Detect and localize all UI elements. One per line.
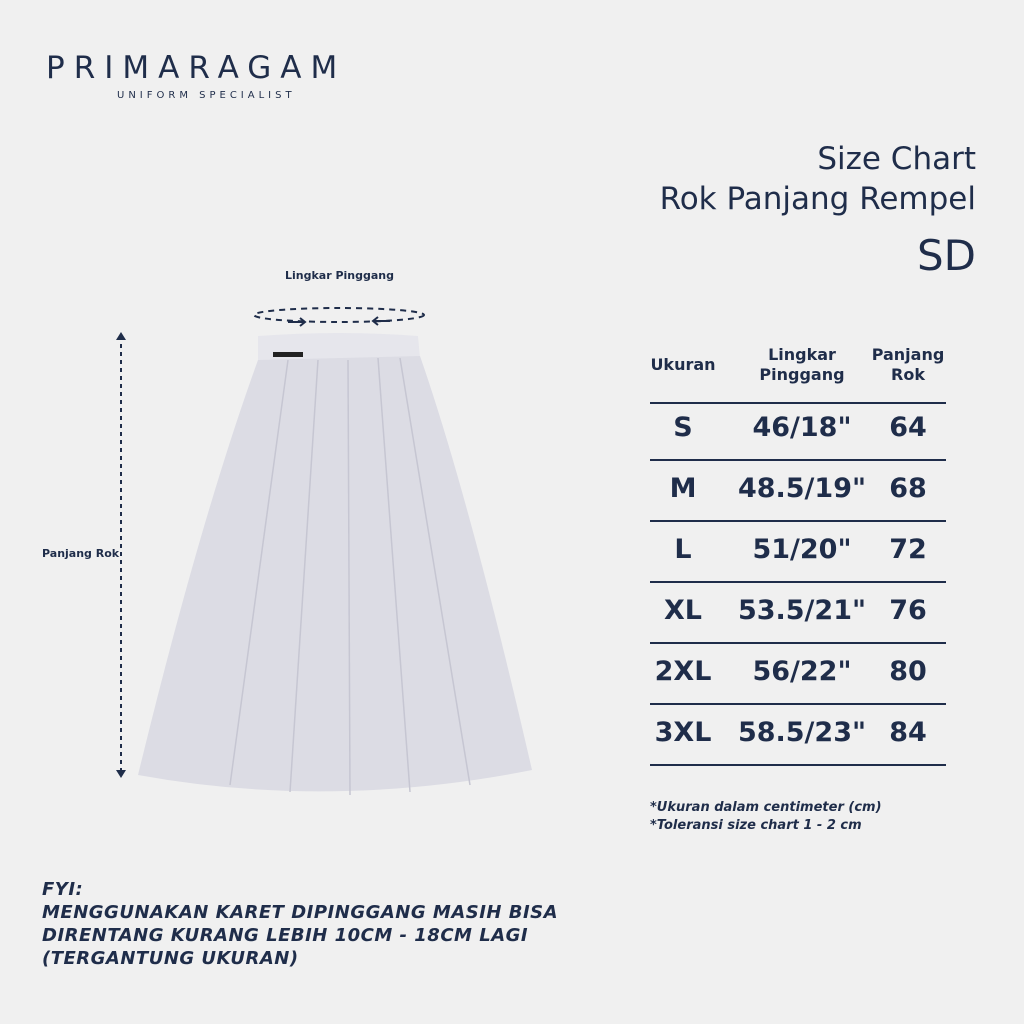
cell-length: 84 xyxy=(889,717,927,748)
brand-logo: PRIMARAGAM xyxy=(46,50,347,86)
cell-size: 2XL xyxy=(654,656,712,687)
cell-length: 68 xyxy=(889,473,927,504)
fyi-heading: FYI: xyxy=(42,879,84,900)
cell-waist: 56/22" xyxy=(752,656,852,687)
arrow-left-icon xyxy=(371,316,390,326)
skirt-body xyxy=(138,356,532,792)
waist-label: Lingkar Pinggang xyxy=(285,269,395,282)
table-rule xyxy=(650,459,946,461)
cell-length: 72 xyxy=(889,534,927,565)
table-rule xyxy=(650,520,946,522)
title-line1: Size Chart xyxy=(817,141,976,177)
arrow-right-icon xyxy=(288,317,307,327)
table-rule xyxy=(650,402,946,404)
brand-tagline: UNIFORM SPECIALIST xyxy=(117,90,296,101)
title-line2: Rok Panjang Rempel xyxy=(659,181,976,217)
header-length: Panjang Rok xyxy=(871,345,945,384)
fyi-line: DIRENTANG KURANG LEBIH 10CM - 18CM LAGI xyxy=(42,925,529,946)
cell-size: XL xyxy=(663,595,703,626)
cell-waist: 53.5/21" xyxy=(737,595,867,626)
skirt-illustration xyxy=(116,307,532,796)
table-rule xyxy=(650,642,946,644)
fyi-block: FYI: MENGGUNAKAN KARET DIPINGGANG MASIH … xyxy=(42,878,558,970)
cell-length: 76 xyxy=(889,595,927,626)
title-line3: SD xyxy=(916,231,976,280)
cell-size: 3XL xyxy=(654,717,712,748)
cell-length: 64 xyxy=(889,412,927,443)
cell-size: M xyxy=(669,473,697,504)
cell-waist: 51/20" xyxy=(752,534,852,565)
cell-size: S xyxy=(673,412,693,443)
cell-waist: 46/18" xyxy=(752,412,852,443)
fyi-line: (TERGANTUNG UKURAN) xyxy=(42,948,299,969)
cell-length: 80 xyxy=(889,656,927,687)
table-rule xyxy=(650,764,946,766)
fyi-line: MENGGUNAKAN KARET DIPINGGANG MASIH BISA xyxy=(42,902,559,923)
length-label: Panjang Rok xyxy=(42,547,120,560)
header-size: Ukuran xyxy=(650,355,716,374)
table-rule xyxy=(650,703,946,705)
waist-measure-ellipse xyxy=(253,307,425,323)
note-units: *Ukuran dalam centimeter (cm) xyxy=(650,800,882,815)
header-waist: Lingkar Pinggang xyxy=(759,345,845,384)
note-tolerance: *Toleransi size chart 1 - 2 cm xyxy=(650,818,862,833)
cell-waist: 58.5/23" xyxy=(737,717,867,748)
cell-size: L xyxy=(674,534,692,565)
cell-waist: 48.5/19" xyxy=(737,473,867,504)
brand-label-patch xyxy=(273,352,303,357)
table-rule xyxy=(650,581,946,583)
